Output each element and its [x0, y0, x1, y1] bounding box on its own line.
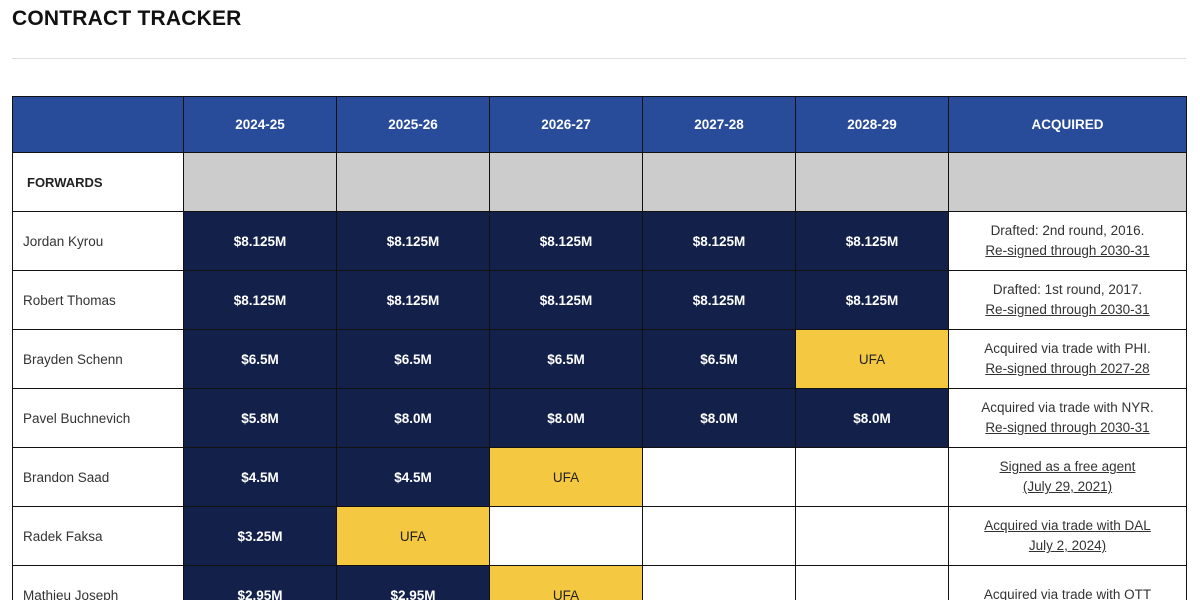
- section-cell: [489, 152, 643, 212]
- section-label: FORWARDS: [12, 152, 184, 212]
- empty-cell: [489, 506, 643, 566]
- salary-cell: $6.5M: [489, 329, 643, 389]
- player-name: Brayden Schenn: [12, 329, 184, 389]
- status-cell: UFA: [795, 329, 949, 389]
- acquired-link[interactable]: Re-signed through 2030-31: [985, 302, 1150, 317]
- acquired-cell: Drafted: 2nd round, 2016. Re-signed throu…: [948, 211, 1187, 271]
- player-name: Pavel Buchnevich: [12, 388, 184, 448]
- status-cell: UFA: [336, 506, 490, 566]
- salary-cell: $8.125M: [336, 270, 490, 330]
- acquired-link[interactable]: Acquired via trade with OTT: [983, 587, 1152, 600]
- salary-cell: $6.5M: [336, 329, 490, 389]
- salary-cell: $8.0M: [336, 388, 490, 448]
- acquired-link[interactable]: July 2, 2024): [1028, 538, 1107, 553]
- salary-cell: $8.125M: [642, 211, 796, 271]
- acquired-link[interactable]: (July 29, 2021): [1022, 479, 1113, 494]
- acquired-cell: Drafted: 1st round, 2017. Re-signed throu…: [948, 270, 1187, 330]
- column-header: 2025-26: [336, 96, 490, 153]
- salary-cell: $4.5M: [336, 447, 490, 507]
- salary-cell: $6.5M: [183, 329, 337, 389]
- acquired-text: Drafted: 1st round, 2017.: [992, 282, 1143, 297]
- section-cell: [642, 152, 796, 212]
- column-header: ACQUIRED: [948, 96, 1187, 153]
- salary-cell: $8.125M: [336, 211, 490, 271]
- section-cell: [795, 152, 949, 212]
- acquired-cell: Acquired via trade with DAL July 2, 2024): [948, 506, 1187, 566]
- section-row: FORWARDS: [12, 152, 1187, 212]
- salary-cell: $5.8M: [183, 388, 337, 448]
- salary-cell: $8.125M: [489, 270, 643, 330]
- salary-cell: $8.125M: [489, 211, 643, 271]
- acquired-cell: Acquired via trade with PHI. Re-signed th…: [948, 329, 1187, 389]
- empty-cell: [642, 506, 796, 566]
- column-header: 2028-29: [795, 96, 949, 153]
- salary-cell: $2.95M: [336, 565, 490, 600]
- player-name: Robert Thomas: [12, 270, 184, 330]
- player-row: Jordan Kyrou $8.125M $8.125M $8.125M $8.125M…: [12, 211, 1187, 271]
- contract-table: 2024-25 2025-26 2026-27 2027-28 2028-29 ACQUI…: [12, 96, 1187, 600]
- salary-cell: $8.0M: [795, 388, 949, 448]
- section-cell: [183, 152, 337, 212]
- status-cell: UFA: [489, 565, 643, 600]
- acquired-text: Acquired via trade with NYR.: [981, 400, 1154, 415]
- column-header: 2027-28: [642, 96, 796, 153]
- salary-cell: $2.95M: [183, 565, 337, 600]
- salary-cell: $8.0M: [489, 388, 643, 448]
- empty-cell: [642, 565, 796, 600]
- player-row: Pavel Buchnevich $5.8M $8.0M $8.0M $8.0M $8.0…: [12, 388, 1187, 448]
- table-body: 2024-25 2025-26 2026-27 2027-28 2028-29 ACQUI…: [12, 96, 1187, 600]
- salary-cell: $8.125M: [642, 270, 796, 330]
- section-cell: [948, 152, 1187, 212]
- player-name: Brandon Saad: [12, 447, 184, 507]
- section-cell: [336, 152, 490, 212]
- page-title: CONTRACT TRACKER: [12, 7, 242, 30]
- acquired-text: Drafted: 2nd round, 2016.: [990, 223, 1145, 238]
- player-name: Mathieu Joseph: [12, 565, 184, 600]
- acquired-link[interactable]: Acquired via trade with DAL: [984, 518, 1151, 533]
- salary-cell: $8.125M: [795, 211, 949, 271]
- player-row: Radek Faksa $3.25M UFA Acquired via trade w…: [12, 506, 1187, 566]
- acquired-cell: Acquired via trade with OTT: [948, 565, 1187, 600]
- header-cell: [12, 96, 184, 153]
- acquired-link[interactable]: Signed as a free agent: [999, 459, 1136, 474]
- player-row: Brayden Schenn $6.5M $6.5M $6.5M $6.5M UFA Acq…: [12, 329, 1187, 389]
- salary-cell: $6.5M: [642, 329, 796, 389]
- acquired-text: Acquired via trade with PHI.: [984, 341, 1151, 356]
- header-row: 2024-25 2025-26 2026-27 2027-28 2028-29 ACQUI…: [12, 96, 1187, 153]
- salary-cell: $8.0M: [642, 388, 796, 448]
- acquired-cell: Acquired via trade with NYR. Re-signed th…: [948, 388, 1187, 448]
- status-cell: UFA: [489, 447, 643, 507]
- salary-cell: $4.5M: [183, 447, 337, 507]
- acquired-link[interactable]: Re-signed through 2030-31: [985, 420, 1150, 435]
- player-name: Radek Faksa: [12, 506, 184, 566]
- empty-cell: [795, 565, 949, 600]
- column-header: 2024-25: [183, 96, 337, 153]
- player-row: Mathieu Joseph $2.95M $2.95M UFA Acquired vi…: [12, 565, 1187, 600]
- divider: [12, 58, 1186, 59]
- column-header: 2026-27: [489, 96, 643, 153]
- acquired-link[interactable]: Re-signed through 2030-31: [985, 243, 1150, 258]
- salary-cell: $8.125M: [183, 270, 337, 330]
- empty-cell: [795, 447, 949, 507]
- empty-cell: [642, 447, 796, 507]
- acquired-cell: Signed as a free agent (July 29, 2021): [948, 447, 1187, 507]
- empty-cell: [795, 506, 949, 566]
- player-row: Brandon Saad $4.5M $4.5M UFA Signed as a fre…: [12, 447, 1187, 507]
- player-name: Jordan Kyrou: [12, 211, 184, 271]
- player-row: Robert Thomas $8.125M $8.125M $8.125M $8.125…: [12, 270, 1187, 330]
- acquired-link[interactable]: Re-signed through 2027-28: [985, 361, 1150, 376]
- salary-cell: $8.125M: [795, 270, 949, 330]
- salary-cell: $3.25M: [183, 506, 337, 566]
- salary-cell: $8.125M: [183, 211, 337, 271]
